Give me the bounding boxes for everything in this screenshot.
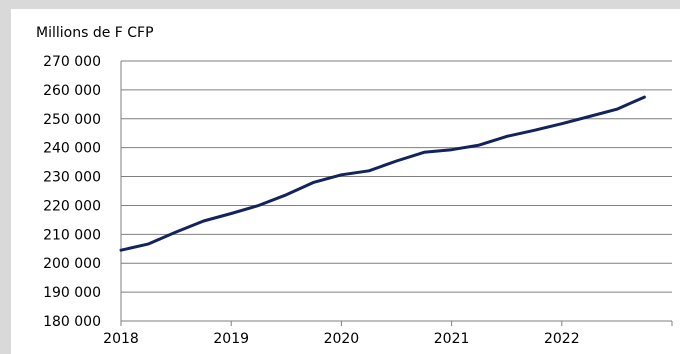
y-tick-label: 240 000 bbox=[43, 141, 101, 157]
axes bbox=[120, 61, 673, 326]
y-tick-label: 180 000 bbox=[43, 314, 101, 330]
x-tick-label: 2018 bbox=[103, 331, 139, 347]
series-line bbox=[119, 95, 646, 252]
line-chart: Millions de F CFP 180 000 190 000 200 000 2… bbox=[36, 25, 673, 347]
unit-label: Millions de F CFP bbox=[36, 25, 154, 41]
x-tick-label: 2019 bbox=[213, 331, 249, 347]
x-tick-label: 2021 bbox=[434, 331, 470, 347]
y-tick-label: 270 000 bbox=[43, 54, 101, 70]
tick-labels: 180 000 190 000 200 000 210 000 220 000 230 0… bbox=[43, 54, 580, 347]
y-tick-label: 200 000 bbox=[43, 256, 101, 272]
y-tick-label: 230 000 bbox=[43, 170, 101, 186]
chart-panel: Millions de F CFP 180 000 190 000 200 000 2… bbox=[11, 9, 680, 354]
y-tick-label: 260 000 bbox=[43, 83, 101, 99]
y-tick-label: 190 000 bbox=[43, 285, 101, 301]
gridlines bbox=[121, 60, 672, 293]
x-tick-label: 2022 bbox=[544, 331, 580, 347]
y-tick-label: 220 000 bbox=[43, 198, 101, 214]
x-tick-label: 2020 bbox=[324, 331, 360, 347]
series-layer bbox=[119, 95, 646, 252]
y-tick-label: 210 000 bbox=[43, 227, 101, 243]
y-tick-label: 250 000 bbox=[43, 112, 101, 128]
